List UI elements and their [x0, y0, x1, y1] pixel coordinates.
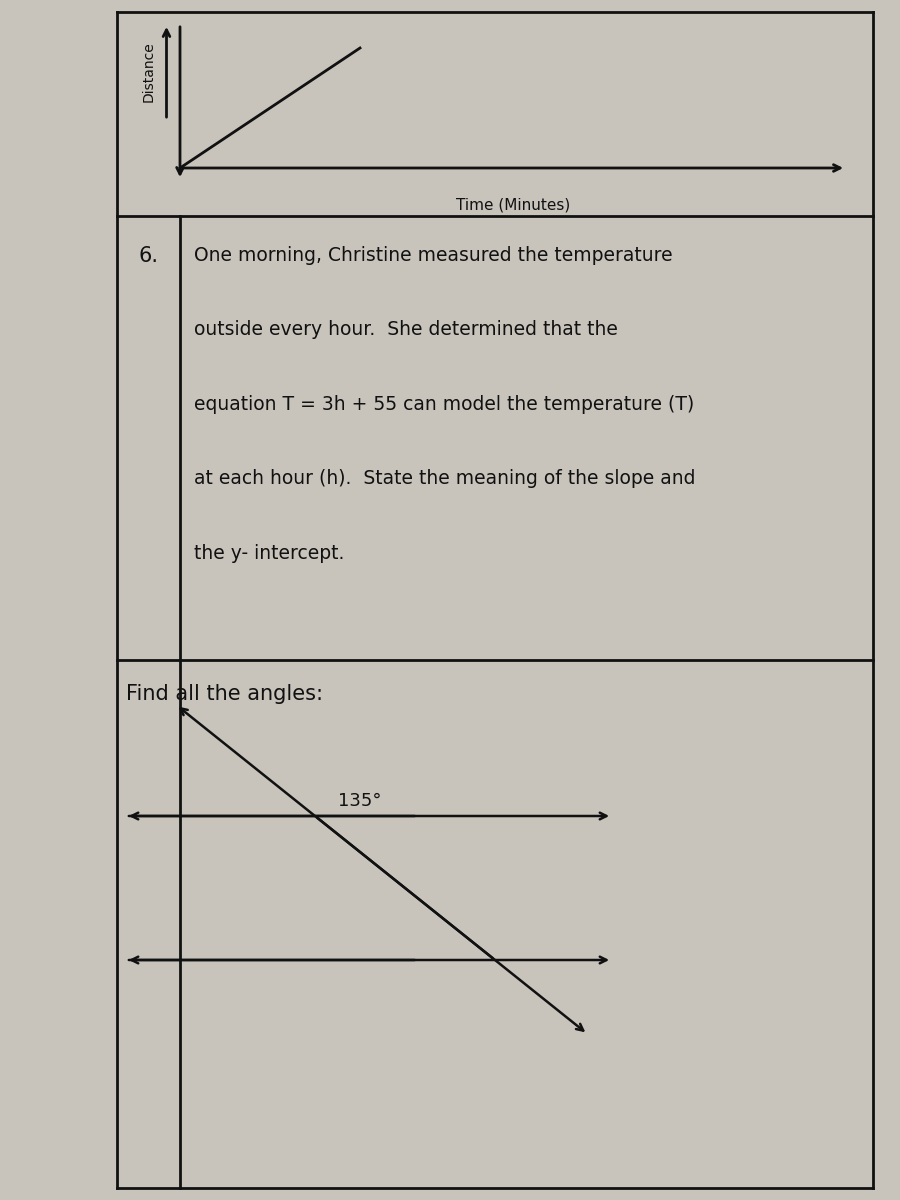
Text: equation T = 3h + 55 can model the temperature (T): equation T = 3h + 55 can model the tempe…	[194, 395, 694, 414]
Text: outside every hour.  She determined that the: outside every hour. She determined that …	[194, 320, 617, 340]
Text: 135°: 135°	[338, 792, 381, 810]
Text: 6.: 6.	[139, 246, 158, 266]
Text: the y- intercept.: the y- intercept.	[194, 544, 344, 563]
Text: Time (Minutes): Time (Minutes)	[456, 198, 570, 214]
Text: Distance: Distance	[141, 42, 156, 102]
Text: at each hour (h).  State the meaning of the slope and: at each hour (h). State the meaning of t…	[194, 469, 695, 488]
Text: Find all the angles:: Find all the angles:	[126, 684, 323, 704]
Text: One morning, Christine measured the temperature: One morning, Christine measured the temp…	[194, 246, 672, 265]
